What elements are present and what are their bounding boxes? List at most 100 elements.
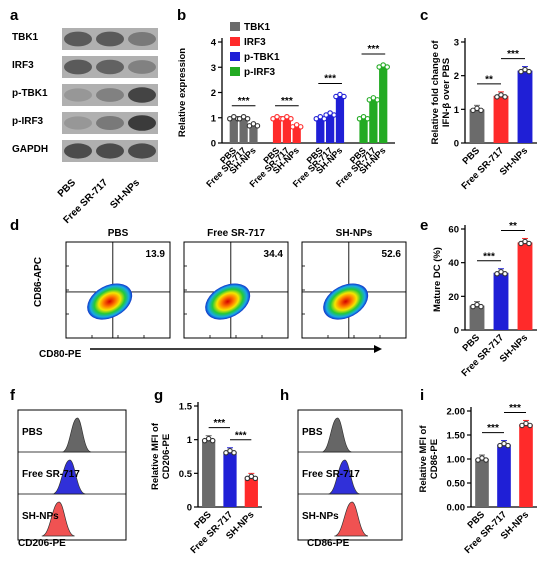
bar-pbs — [202, 439, 216, 507]
panel-d: d PBS 13.9 Free SR-717 34.4 SH-NPs 52.6 CD86-… — [10, 217, 407, 360]
y-axis-label-line: Relative fold change of — [430, 40, 441, 145]
y-tick-label: 0 — [454, 326, 459, 337]
blot-band — [64, 59, 92, 75]
legend-label: p-TBK1 — [244, 52, 280, 63]
bar-tbk1 — [239, 117, 248, 143]
replicate-point — [252, 475, 259, 482]
quadrant-percentage: 52.6 — [382, 249, 402, 260]
y-axis-label: Relative expression — [177, 48, 188, 137]
blot-band — [64, 88, 92, 102]
flow-plot-title: Free SR-717 — [207, 228, 265, 239]
replicate-point — [526, 240, 532, 247]
histogram-sample-label: PBS — [302, 427, 323, 438]
histogram-peak — [321, 417, 352, 453]
y-tick-label: 0 — [187, 503, 192, 514]
bar-p-irf3 — [359, 117, 368, 143]
panel-letter-i: i — [420, 387, 424, 404]
legend-swatch — [230, 37, 240, 46]
replicate-point — [288, 116, 294, 122]
significance-label: *** — [368, 44, 380, 55]
blot-band — [128, 87, 156, 103]
y-tick-label: 40 — [448, 258, 459, 269]
panel-i-chart: i 0.00 0.50 1.00 1.50 2.00 Relative MFI ofCD86… — [418, 387, 537, 556]
significance-label: *** — [483, 251, 495, 262]
replicate-point — [502, 94, 508, 100]
replicate-point — [502, 271, 508, 277]
panel-letter-f: f — [10, 387, 16, 404]
significance-label: ** — [485, 74, 493, 85]
y-axis-label-line: Relative MFI of — [150, 422, 161, 490]
blot-lane-label: PBS — [56, 177, 79, 200]
bar-irf3 — [272, 117, 282, 143]
replicate-point — [374, 97, 381, 103]
y-tick-label: 2.00 — [447, 407, 466, 418]
panel-letter-b: b — [177, 7, 186, 24]
legend-swatch — [230, 52, 240, 61]
density-cluster — [87, 283, 133, 320]
panel-f: f PBS Free SR-717 SH-NPs CD206-PE — [10, 387, 127, 549]
legend-swatch — [230, 67, 240, 76]
legend-swatch — [230, 22, 240, 31]
bar-p-irf3 — [379, 65, 388, 143]
bar-sh-nps — [519, 424, 533, 507]
y-tick-label: 2 — [211, 88, 216, 99]
histogram-peak — [52, 459, 86, 495]
panel-letter-e: e — [420, 217, 428, 234]
panel-h: h PBS Free SR-717 SH-NPs CD86-PE — [280, 387, 403, 549]
bar-pbs — [469, 109, 485, 143]
significance-label: *** — [238, 96, 250, 107]
bar-sh-nps — [244, 477, 258, 507]
replicate-point — [478, 303, 484, 310]
histogram-sample-label: PBS — [22, 427, 43, 438]
flow-x-arrowhead — [374, 345, 382, 353]
y-tick-label: 3 — [211, 63, 216, 74]
blot-row-label: GAPDH — [12, 144, 48, 155]
replicate-point — [209, 437, 216, 444]
y-tick-label: 1 — [211, 113, 217, 124]
replicate-point — [505, 442, 511, 449]
bar-pbs — [469, 305, 485, 330]
bar-sh-nps — [517, 70, 533, 143]
bar-p-irf3 — [369, 98, 378, 143]
replicate-point — [254, 123, 261, 129]
histogram-sample-label: Free SR-717 — [302, 469, 360, 480]
histogram-sample-label: SH-NPs — [302, 511, 339, 522]
legend-label: TBK1 — [244, 22, 271, 33]
significance-label: *** — [235, 430, 247, 441]
histogram-sample-label: SH-NPs — [22, 511, 59, 522]
panel-letter-g: g — [154, 387, 163, 404]
flow-plot-title: SH-NPs — [336, 228, 373, 239]
blot-image — [62, 28, 158, 162]
blot-band — [96, 88, 124, 102]
replicate-point — [478, 107, 484, 114]
y-axis-label-line: Relative MFI of — [418, 425, 429, 493]
blot-band — [96, 59, 124, 75]
panel-letter-d: d — [10, 217, 19, 234]
significance-label: *** — [487, 423, 499, 434]
significance-label: *** — [213, 418, 225, 429]
density-cluster — [205, 283, 251, 320]
bar-irf3 — [282, 117, 292, 143]
blot-band — [96, 116, 124, 130]
blot-band — [128, 115, 156, 131]
blot-lane-label: SH-NPs — [108, 177, 142, 211]
replicate-point — [364, 116, 371, 122]
bar-p-tbk1 — [316, 117, 325, 143]
y-tick-label: 0.50 — [447, 479, 466, 490]
quadrant-percentage: 34.4 — [264, 249, 284, 260]
legend-label: IRF3 — [244, 37, 266, 48]
blot-band — [128, 60, 156, 74]
blot-band — [64, 143, 92, 159]
histogram-sample-label: Free SR-717 — [22, 469, 80, 480]
histogram-x-label: CD206-PE — [18, 538, 66, 549]
blot-band — [128, 32, 156, 46]
significance-label: ** — [509, 221, 517, 232]
histogram-f: PBS Free SR-717 SH-NPs — [17, 409, 127, 541]
y-axis-label-line: CD206-PE — [161, 434, 172, 479]
significance-label: *** — [507, 49, 519, 60]
bar-free-sr-717 — [493, 95, 509, 143]
bar-p-tbk1 — [325, 113, 335, 143]
histogram-peak — [62, 417, 92, 453]
